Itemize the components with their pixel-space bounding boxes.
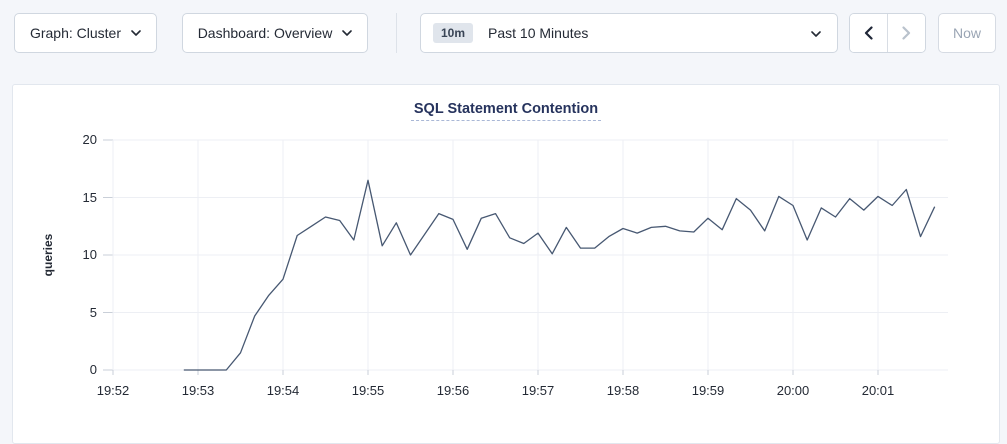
y-tick-label: 5 [89,304,97,320]
dashboard-dropdown-label: Dashboard: Overview [197,25,333,41]
x-tick-label: 20:00 [776,383,810,398]
time-range-selector[interactable]: 10m Past 10 Minutes [420,13,838,53]
x-tick-label: 19:55 [351,383,385,398]
page: Graph: Cluster Dashboard: Overview 10m P… [12,13,1000,444]
y-tick-label: 20 [82,132,97,147]
x-tick-label: 19:54 [266,383,300,398]
graph-dropdown[interactable]: Graph: Cluster [14,13,157,53]
chevron-right-icon [902,26,911,40]
y-tick-label: 0 [89,362,97,377]
chart-title-row: SQL Statement Contention [13,100,999,121]
toolbar-divider [396,13,397,53]
dashboard-dropdown[interactable]: Dashboard: Overview [182,13,368,53]
x-tick-label: 19:58 [606,383,640,398]
x-tick-label: 19:56 [436,383,470,398]
chevron-down-icon [342,30,353,36]
chevron-left-icon [864,26,873,40]
line-chart-plot[interactable] [101,136,951,382]
y-tick-label: 10 [82,247,97,262]
y-tick-label: 15 [82,189,97,205]
x-tick-label: 19:59 [691,383,725,398]
graph-dropdown-label: Graph: Cluster [29,25,122,41]
x-tick-label: 20:01 [861,383,895,398]
time-step-button-group [849,13,926,53]
chevron-down-icon [811,31,821,37]
x-tick-label: 19:52 [96,383,130,398]
now-button[interactable]: Now [938,13,996,53]
x-tick-label: 19:57 [521,383,555,398]
series-line-queries [183,179,936,371]
time-range-badge: 10m [433,23,474,43]
x-tick-label: 19:53 [181,383,215,398]
time-next-button[interactable] [887,14,925,52]
chart-title[interactable]: SQL Statement Contention [410,101,602,121]
time-prev-button[interactable] [850,14,887,52]
chevron-down-icon [131,30,141,36]
chart-card: SQL Statement Contention queries 0 5 10 15 2… [12,84,1000,444]
time-range-label: Past 10 Minutes [488,25,589,41]
